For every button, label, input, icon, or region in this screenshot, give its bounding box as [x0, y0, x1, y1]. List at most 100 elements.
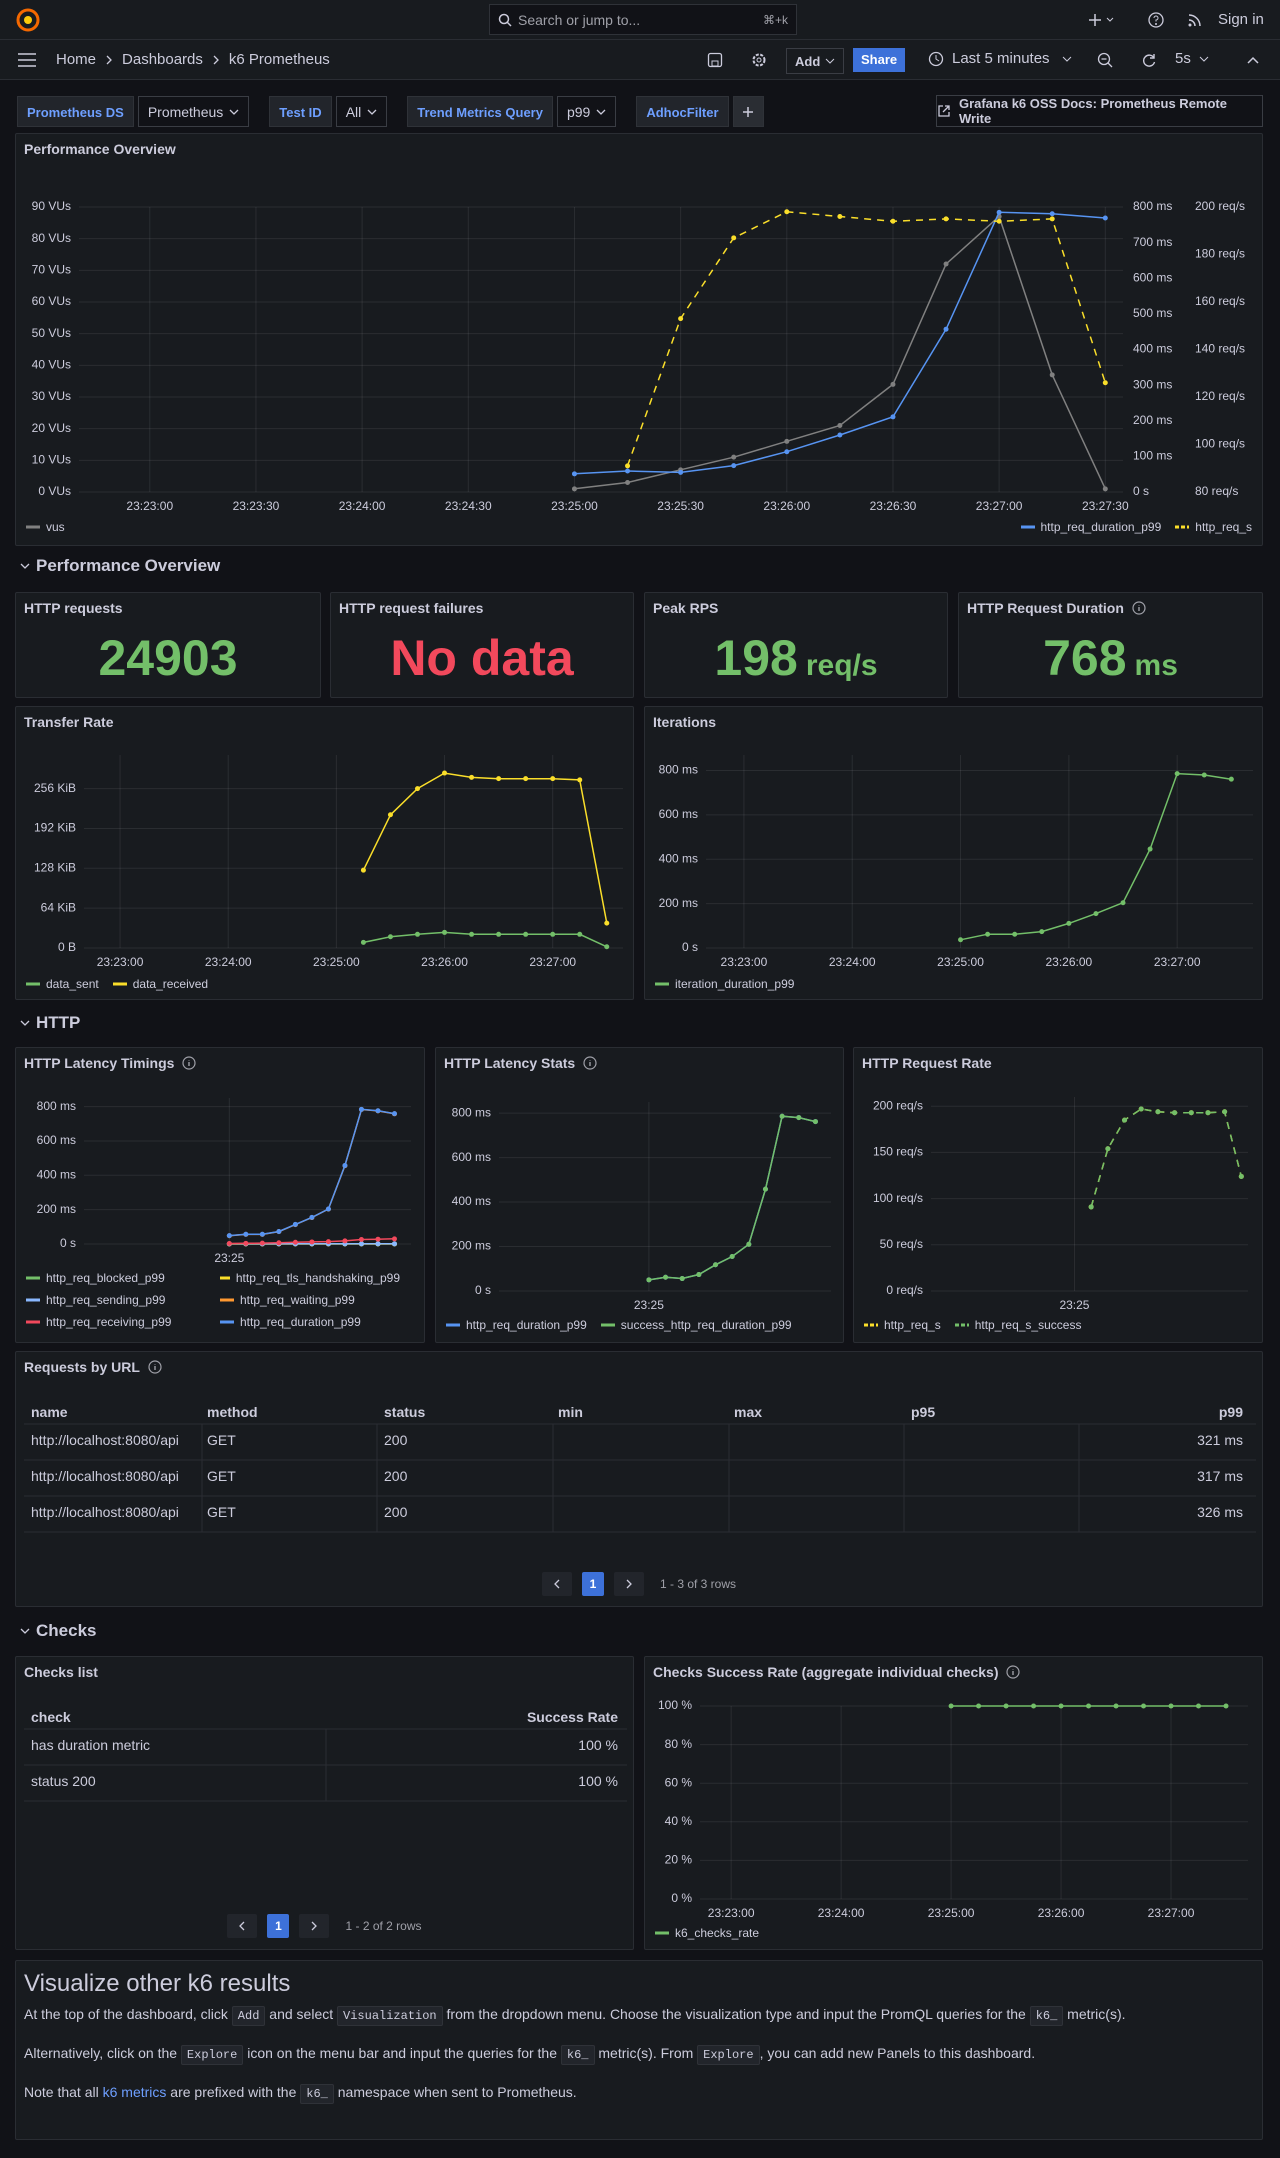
variable-select[interactable]: p99 — [556, 96, 617, 127]
panel-title: Peak RPS — [653, 600, 718, 616]
legend-item[interactable]: http_req_s — [1175, 516, 1252, 538]
grafana-logo[interactable] — [16, 8, 40, 32]
stat-value: 24903 — [16, 629, 320, 687]
x-tick-label: 23:24:00 — [205, 955, 252, 969]
row-header[interactable]: Performance Overview — [20, 556, 220, 576]
settings-icon[interactable] — [751, 52, 767, 68]
panel-title-text: HTTP Request Duration — [967, 600, 1124, 616]
data-point — [1102, 380, 1108, 386]
add-filter-button[interactable] — [732, 96, 764, 127]
legend-item[interactable]: http_req_duration_p99 — [220, 1311, 400, 1333]
legend-item[interactable]: vus — [26, 516, 65, 538]
link[interactable]: k6 metrics — [102, 2084, 167, 2100]
legend-item[interactable]: data_sent — [26, 973, 99, 995]
legend-item[interactable]: http_req_tls_handshaking_p99 — [220, 1267, 400, 1289]
data-point — [325, 1206, 331, 1212]
collapse-icon[interactable] — [1247, 55, 1259, 65]
legend-item[interactable]: http_req_blocked_p99 — [26, 1267, 206, 1289]
data-point — [1228, 776, 1234, 782]
column-header: check — [31, 1709, 71, 1725]
add-label: Add — [795, 53, 821, 69]
panel-title-text: HTTP Latency Stats — [444, 1055, 576, 1071]
x-tick-label: 23:25 — [634, 1298, 664, 1312]
legend: iteration_duration_p99 — [655, 973, 1252, 995]
legend-item[interactable]: http_req_receiving_p99 — [26, 1311, 206, 1333]
y-tick-label: 200 ms — [37, 1202, 76, 1216]
chevron-path — [596, 109, 606, 115]
current-page[interactable]: 1 — [267, 1914, 290, 1938]
breadcrumb[interactable]: Dashboards — [122, 51, 203, 68]
data-point — [837, 214, 843, 219]
variable-select[interactable]: All — [335, 96, 388, 127]
y-tick-label: 100 ms — [1133, 449, 1172, 463]
legend-item[interactable]: success_http_req_duration_p99 — [600, 1314, 792, 1336]
info-icon — [148, 1360, 162, 1374]
next-page[interactable] — [613, 1572, 644, 1596]
help-icon[interactable] — [1148, 12, 1164, 28]
data-point — [292, 1221, 298, 1227]
save-icon[interactable] — [707, 52, 723, 68]
row-header[interactable]: HTTP — [20, 1013, 80, 1033]
panel: HTTP Request Rate 0 req/s 50 req/s 100 req/… — [853, 1047, 1263, 1343]
chevron — [626, 1579, 632, 1589]
chevron-path — [20, 563, 30, 569]
data-point — [731, 454, 737, 460]
data-point — [550, 931, 556, 937]
zoom-out-icon[interactable] — [1097, 52, 1113, 68]
legend-item[interactable]: http_req_s_success — [954, 1314, 1081, 1336]
legend-item[interactable]: http_req_duration_p99 — [446, 1314, 587, 1336]
legend-item[interactable]: http_req_sending_p99 — [26, 1289, 206, 1311]
table-cell: 317 ms — [1197, 1468, 1243, 1484]
data-point — [1141, 1703, 1147, 1709]
table-cell: http://localhost:8080/api — [31, 1504, 179, 1520]
legend-label: success_http_req_duration_p99 — [620, 1318, 792, 1332]
data-point — [571, 471, 577, 477]
panel-title: HTTP request failures — [339, 600, 483, 616]
row-header[interactable]: Checks — [20, 1621, 96, 1641]
data-point — [1172, 1110, 1178, 1116]
search-placeholder: Search or jump to... — [518, 11, 641, 28]
data-point — [958, 937, 964, 943]
prev-page[interactable] — [541, 1572, 572, 1596]
chevron-path — [367, 109, 377, 115]
legend-label: http_req_s — [884, 1318, 941, 1332]
new-menu[interactable] — [1088, 12, 1116, 28]
y-tick-label: 0 s — [682, 940, 698, 954]
data-point — [837, 432, 843, 438]
legend-item[interactable]: iteration_duration_p99 — [655, 973, 794, 995]
table-cell: GET — [207, 1504, 236, 1520]
legend-swatch — [112, 982, 127, 986]
menu-icon[interactable] — [18, 53, 36, 67]
legend-item[interactable]: http_req_waiting_p99 — [220, 1289, 400, 1311]
prev-page[interactable] — [227, 1914, 258, 1938]
x-tick-label: 23:26:30 — [870, 499, 917, 513]
legend-item[interactable]: http_req_s — [864, 1314, 941, 1336]
time-picker[interactable]: Last 5 minutes — [928, 50, 1072, 67]
breadcrumb[interactable]: Home — [56, 51, 97, 68]
y-tick-label: 192 KiB — [34, 821, 76, 835]
news-icon[interactable] — [1187, 12, 1203, 28]
legend-item[interactable]: k6_checks_rate — [655, 1922, 759, 1944]
refresh-icon[interactable] — [1141, 52, 1157, 68]
next-page[interactable] — [299, 1914, 330, 1938]
x-tick-label: 23:27:00 — [976, 499, 1023, 513]
variable-select[interactable]: Prometheus — [137, 96, 250, 127]
chart: 0 s 200 ms 400 ms 600 ms 800 ms 23:23:00 23:24… — [659, 755, 1253, 969]
variable-value: All — [345, 103, 362, 120]
data-point — [1049, 211, 1055, 217]
add-button[interactable]: Add — [786, 48, 845, 74]
data-point — [948, 1703, 954, 1709]
x-tick-label: 23:25:00 — [937, 955, 984, 969]
sign-in[interactable]: Sign in — [1218, 11, 1264, 28]
share-button[interactable]: Share — [853, 48, 906, 72]
search-box[interactable]: Search or jump to... ⌘+k — [489, 4, 797, 35]
data-point — [442, 929, 448, 935]
data-point — [663, 1274, 669, 1280]
refresh-picker[interactable]: 5s — [1175, 50, 1209, 67]
table-cell: 100 % — [578, 1773, 618, 1789]
data-point — [387, 812, 393, 818]
current-page[interactable]: 1 — [581, 1572, 604, 1596]
legend-item[interactable]: http_req_duration_p99 — [1020, 516, 1161, 538]
docs-link[interactable]: Grafana k6 OSS Docs: Prometheus Remote W… — [936, 95, 1263, 127]
legend-item[interactable]: data_received — [112, 973, 208, 995]
